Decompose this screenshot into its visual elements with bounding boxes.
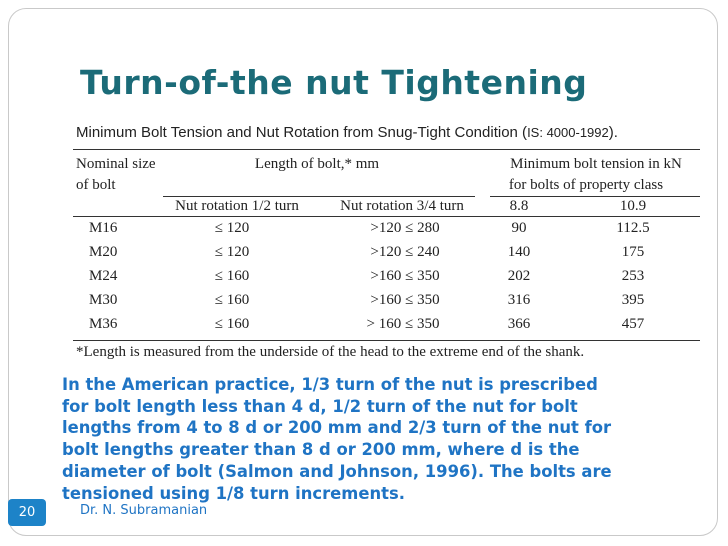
cell-rotation-half: ≤ 160 [214, 268, 250, 284]
page-number: 20 [18, 505, 36, 520]
cell-rotation-half: ≤ 160 [214, 292, 250, 308]
cell-rotation-half: ≤ 120 [214, 220, 250, 236]
paragraph-line: bolt lengths greater than 8 d or 200 mm,… [62, 440, 580, 460]
table-caption-end: ). [608, 124, 618, 141]
cell-class-8-8: 140 [507, 244, 531, 260]
header-tension-line1: Minimum bolt tension in kN [510, 156, 682, 172]
cell-rotation-three-quarter: >120 ≤ 280 [370, 220, 440, 236]
paragraph-line: for bolt length less than 4 d, 1/2 turn … [62, 396, 578, 416]
cell-rotation-half: ≤ 120 [214, 244, 250, 260]
slide-title: Turn-of-the nut Tightening [80, 63, 588, 102]
table-bottom-rule [73, 340, 700, 341]
table-caption-standard: IS: 4000-1992 [527, 125, 609, 140]
paragraph-line: diameter of bolt (Salmon and Johnson, 19… [62, 461, 612, 481]
cell-class-10-9: 112.5 [616, 220, 650, 236]
cell-rotation-three-quarter: > 160 ≤ 350 [366, 316, 440, 332]
cell-class-10-9: 175 [621, 244, 645, 260]
header-rotation-half: Nut rotation 1/2 turn [175, 198, 299, 214]
header-class-10-9: 10.9 [619, 198, 647, 214]
cell-rotation-three-quarter: >160 ≤ 350 [370, 268, 440, 284]
table-caption: Minimum Bolt Tension and Nut Rotation fr… [76, 124, 618, 141]
header-bottom-rule [73, 216, 700, 217]
cell-class-8-8: 366 [507, 316, 531, 332]
cell-size: M20 [89, 244, 118, 260]
header-nominal-size-line2: of bolt [76, 177, 116, 193]
cell-class-8-8: 90 [511, 220, 527, 236]
cell-rotation-three-quarter: >120 ≤ 240 [370, 244, 440, 260]
table-caption-main: Minimum Bolt Tension and Nut Rotation fr… [76, 124, 528, 141]
cell-class-8-8: 202 [507, 268, 531, 284]
header-class-8-8: 8.8 [509, 198, 529, 214]
table-footnote: *Length is measured from the underside o… [76, 344, 585, 360]
header-tension-line2: for bolts of property class [508, 177, 664, 193]
cell-class-10-9: 395 [621, 292, 645, 308]
paragraph-line: In the American practice, 1/3 turn of th… [62, 375, 598, 394]
header-sub-rule-length [163, 196, 475, 197]
cell-rotation-three-quarter: >160 ≤ 350 [370, 292, 440, 308]
slide-frame [8, 8, 718, 536]
header-nominal-size-line1: Nominal size [76, 156, 156, 172]
body-paragraph: In the American practice, 1/3 turn of th… [62, 374, 702, 504]
cell-size: M24 [89, 268, 118, 284]
header-length-group: Length of bolt,* mm [254, 156, 380, 172]
cell-class-10-9: 253 [621, 268, 645, 284]
paragraph-line: lengths from 4 to 8 d or 200 mm and 2/3 … [62, 418, 612, 438]
author-footer: Dr. N. Subramanian [80, 503, 208, 518]
table-top-rule [73, 149, 700, 150]
header-sub-rule-tension [490, 196, 700, 197]
cell-class-10-9: 457 [621, 316, 645, 332]
cell-size: M36 [89, 316, 118, 332]
cell-size: M16 [89, 220, 118, 236]
page-number-badge: 20 [8, 499, 46, 526]
cell-class-8-8: 316 [507, 292, 531, 308]
cell-size: M30 [89, 292, 118, 308]
header-rotation-three-quarter: Nut rotation 3/4 turn [340, 198, 464, 214]
cell-rotation-half: ≤ 160 [214, 316, 250, 332]
paragraph-line: tensioned using 1/8 turn increments. [62, 483, 405, 503]
